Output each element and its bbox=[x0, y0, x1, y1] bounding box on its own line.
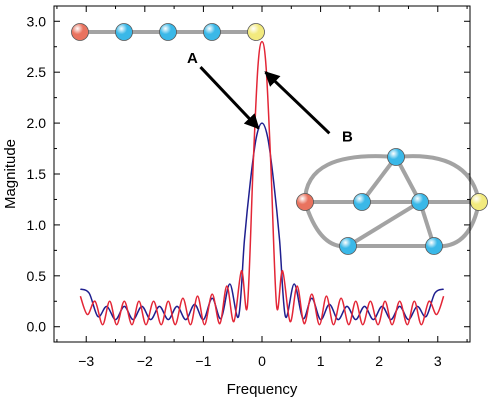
graph-node bbox=[339, 237, 357, 255]
y-tick-label: 0.0 bbox=[27, 319, 47, 335]
x-tick-label: −1 bbox=[195, 353, 211, 369]
series-line-red bbox=[79, 40, 445, 326]
y-tick-label: 3.0 bbox=[27, 13, 47, 29]
graph-node bbox=[425, 237, 443, 255]
plot-frame bbox=[53, 5, 471, 343]
graph-node bbox=[71, 23, 89, 41]
x-tick-label: −2 bbox=[137, 353, 153, 369]
graph-node bbox=[296, 193, 314, 211]
y-tick-label: 1.5 bbox=[27, 166, 47, 182]
graph-node bbox=[470, 193, 488, 211]
y-tick-label: 1.0 bbox=[27, 217, 47, 233]
graph-node bbox=[159, 23, 177, 41]
y-axis-ticks: 0.0 0.5 1.0 1.5 2.0 2.5 3.0 bbox=[27, 13, 470, 335]
chain-graph-inset bbox=[71, 23, 265, 41]
x-tick-label: 1 bbox=[317, 353, 325, 369]
graph-node bbox=[115, 23, 133, 41]
annotations: AB bbox=[187, 50, 353, 145]
graph-node bbox=[353, 193, 371, 211]
network-edge bbox=[395, 154, 481, 203]
graph-node bbox=[203, 23, 221, 41]
x-axis-ticks: −3 −2 −1 0 1 2 3 bbox=[56, 6, 468, 369]
graph-node bbox=[247, 23, 265, 41]
network-edge bbox=[303, 201, 349, 249]
network-edge bbox=[303, 154, 397, 203]
x-tick-label: 2 bbox=[375, 353, 383, 369]
x-tick-label: −3 bbox=[78, 353, 94, 369]
y-tick-label: 0.5 bbox=[27, 268, 47, 284]
x-tick-label: 3 bbox=[434, 353, 442, 369]
x-tick-label: 0 bbox=[258, 353, 266, 369]
annotation-label-b: B bbox=[342, 128, 353, 145]
x-axis-label: Frequency bbox=[227, 381, 298, 398]
network-graph-inset bbox=[296, 148, 488, 255]
y-axis-label: Magnitude bbox=[2, 139, 19, 209]
y-tick-label: 2.5 bbox=[27, 64, 47, 80]
y-tick-label: 2.0 bbox=[27, 115, 47, 131]
network-edge bbox=[433, 201, 481, 249]
network-edge bbox=[346, 200, 422, 248]
series-layer bbox=[79, 40, 445, 326]
series-line-blue bbox=[80, 122, 444, 321]
graph-node bbox=[387, 148, 405, 166]
arrow-b bbox=[264, 71, 331, 135]
arrow-a bbox=[199, 66, 260, 130]
graph-node bbox=[411, 193, 429, 211]
network-edge bbox=[360, 155, 398, 204]
annotation-label-a: A bbox=[187, 50, 198, 67]
